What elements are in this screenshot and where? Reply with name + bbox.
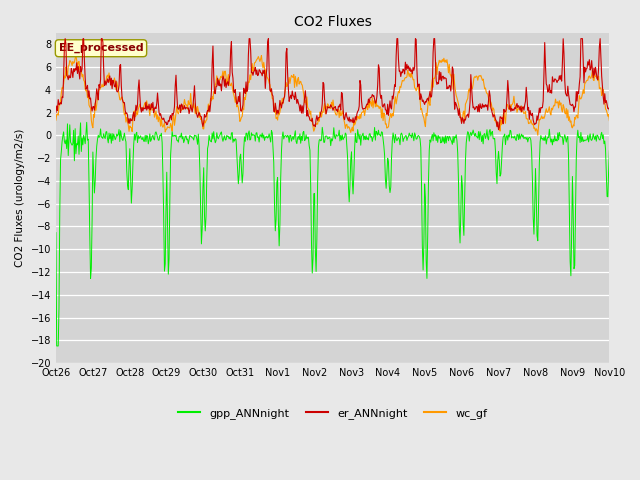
Line: er_ANNnight: er_ANNnight <box>56 38 609 130</box>
Line: gpp_ANNnight: gpp_ANNnight <box>56 122 609 346</box>
gpp_ANNnight <box>83 120 90 125</box>
er_ANNnight <box>495 127 502 132</box>
Line: wc_gf: wc_gf <box>56 55 609 135</box>
er_ANNnight <box>605 108 613 113</box>
er_ANNnight <box>120 100 127 106</box>
wc_gf <box>534 132 541 138</box>
er_ANNnight <box>52 110 60 116</box>
er_ANNnight <box>61 36 69 41</box>
wc_gf <box>205 109 213 115</box>
wc_gf <box>417 107 424 112</box>
Legend: gpp_ANNnight, er_ANNnight, wc_gf: gpp_ANNnight, er_ANNnight, wc_gf <box>173 404 492 423</box>
gpp_ANNnight <box>418 184 426 190</box>
Y-axis label: CO2 Fluxes (urology/m2/s): CO2 Fluxes (urology/m2/s) <box>15 129 25 267</box>
wc_gf <box>605 118 613 123</box>
wc_gf <box>176 102 184 108</box>
er_ANNnight <box>205 103 213 108</box>
gpp_ANNnight <box>52 230 60 236</box>
wc_gf <box>401 76 408 82</box>
gpp_ANNnight <box>605 147 613 153</box>
er_ANNnight <box>63 72 70 78</box>
gpp_ANNnight <box>206 137 214 143</box>
er_ANNnight <box>176 102 184 108</box>
Title: CO2 Fluxes: CO2 Fluxes <box>294 15 372 29</box>
wc_gf <box>52 117 60 123</box>
gpp_ANNnight <box>401 133 409 139</box>
gpp_ANNnight <box>177 134 184 140</box>
gpp_ANNnight <box>53 343 61 349</box>
gpp_ANNnight <box>63 146 70 152</box>
wc_gf <box>62 64 70 70</box>
er_ANNnight <box>417 91 424 97</box>
wc_gf <box>120 107 127 113</box>
wc_gf <box>72 52 80 58</box>
er_ANNnight <box>401 71 408 77</box>
Text: EE_processed: EE_processed <box>59 43 143 53</box>
gpp_ANNnight <box>120 130 128 136</box>
